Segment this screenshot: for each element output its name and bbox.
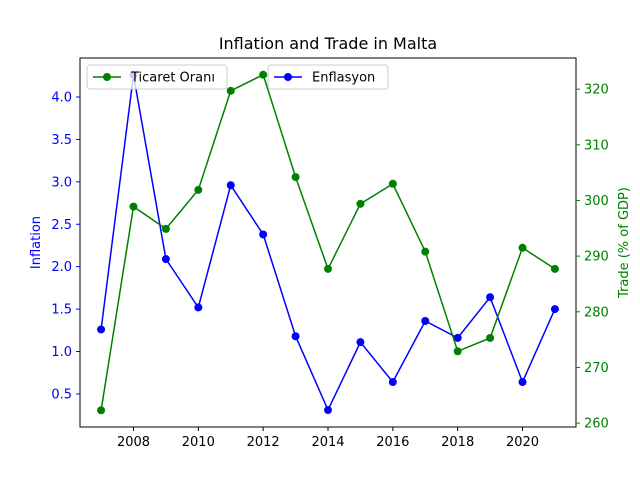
data-point-inflation <box>518 378 527 387</box>
x-tick-label: 2020 <box>506 435 539 450</box>
x-tick-label: 2008 <box>117 435 150 450</box>
data-point-trade <box>486 333 495 342</box>
legend-box <box>86 64 228 90</box>
data-point-inflation <box>486 293 495 302</box>
legend-label: Enflasyon <box>312 71 375 86</box>
data-point-inflation <box>291 332 300 341</box>
data-point-trade <box>550 264 559 273</box>
y-left-tick-label: 1.0 <box>51 345 72 360</box>
y-left-axis-title: Inflation <box>29 216 44 269</box>
y-right-tick-label: 290 <box>584 250 609 265</box>
data-point-trade <box>226 86 235 95</box>
data-point-inflation <box>226 181 235 190</box>
data-point-inflation <box>161 255 170 264</box>
data-point-inflation <box>97 325 106 334</box>
data-point-trade <box>129 202 138 211</box>
data-point-trade <box>291 173 300 182</box>
x-tick-label: 2012 <box>247 435 280 450</box>
data-point-inflation <box>550 305 559 314</box>
data-point-inflation <box>324 406 332 415</box>
data-point-inflation <box>356 338 365 347</box>
data-point-trade <box>421 247 430 256</box>
x-tick-label: 2016 <box>376 435 409 450</box>
data-point-inflation <box>421 316 430 325</box>
data-point-trade <box>356 199 365 208</box>
y-right-tick-label: 320 <box>584 83 609 98</box>
legend-marker <box>284 73 292 81</box>
legend-marker <box>103 73 111 81</box>
data-point-trade <box>161 224 170 233</box>
data-point-trade <box>259 70 268 79</box>
y-left-tick-label: 3.5 <box>51 133 72 148</box>
y-left-tick-label: 2.5 <box>51 218 72 233</box>
y-right-tick-label: 270 <box>584 361 609 376</box>
chart-title: Inflation and Trade in Malta <box>219 34 437 53</box>
legend-label: Ticaret Oranı <box>130 71 215 86</box>
y-left-tick-label: 0.5 <box>51 387 72 402</box>
data-point-trade <box>97 406 106 415</box>
data-point-inflation <box>453 333 462 342</box>
legend-box <box>267 64 389 90</box>
data-point-trade <box>453 347 462 356</box>
y-right-tick-label: 280 <box>584 305 609 320</box>
y-left-tick-label: 1.5 <box>51 303 72 318</box>
data-point-inflation <box>259 230 268 239</box>
y-right-tick-label: 310 <box>584 138 609 153</box>
y-left-tick-label: 2.0 <box>51 260 72 275</box>
data-point-trade <box>388 179 397 188</box>
data-point-inflation <box>194 303 203 312</box>
y-right-tick-label: 260 <box>584 417 609 432</box>
data-point-trade <box>518 243 527 252</box>
data-point-trade <box>324 264 332 273</box>
data-point-trade <box>194 185 203 194</box>
x-tick-label: 2018 <box>441 435 474 450</box>
y-left-tick-label: 3.0 <box>51 175 72 190</box>
plot-area: 2008 2010 2012 2014 2016 2018 2020 0.5 1.0 1.5 2.0… <box>29 57 632 450</box>
x-tick-label: 2014 <box>311 435 344 450</box>
y-right-axis-title: Trade (% of GDP) <box>617 187 632 299</box>
y-left-tick-label: 4.0 <box>51 91 72 106</box>
data-point-inflation <box>388 378 397 387</box>
y-right-tick-label: 300 <box>584 194 609 209</box>
x-tick-label: 2010 <box>182 435 215 450</box>
